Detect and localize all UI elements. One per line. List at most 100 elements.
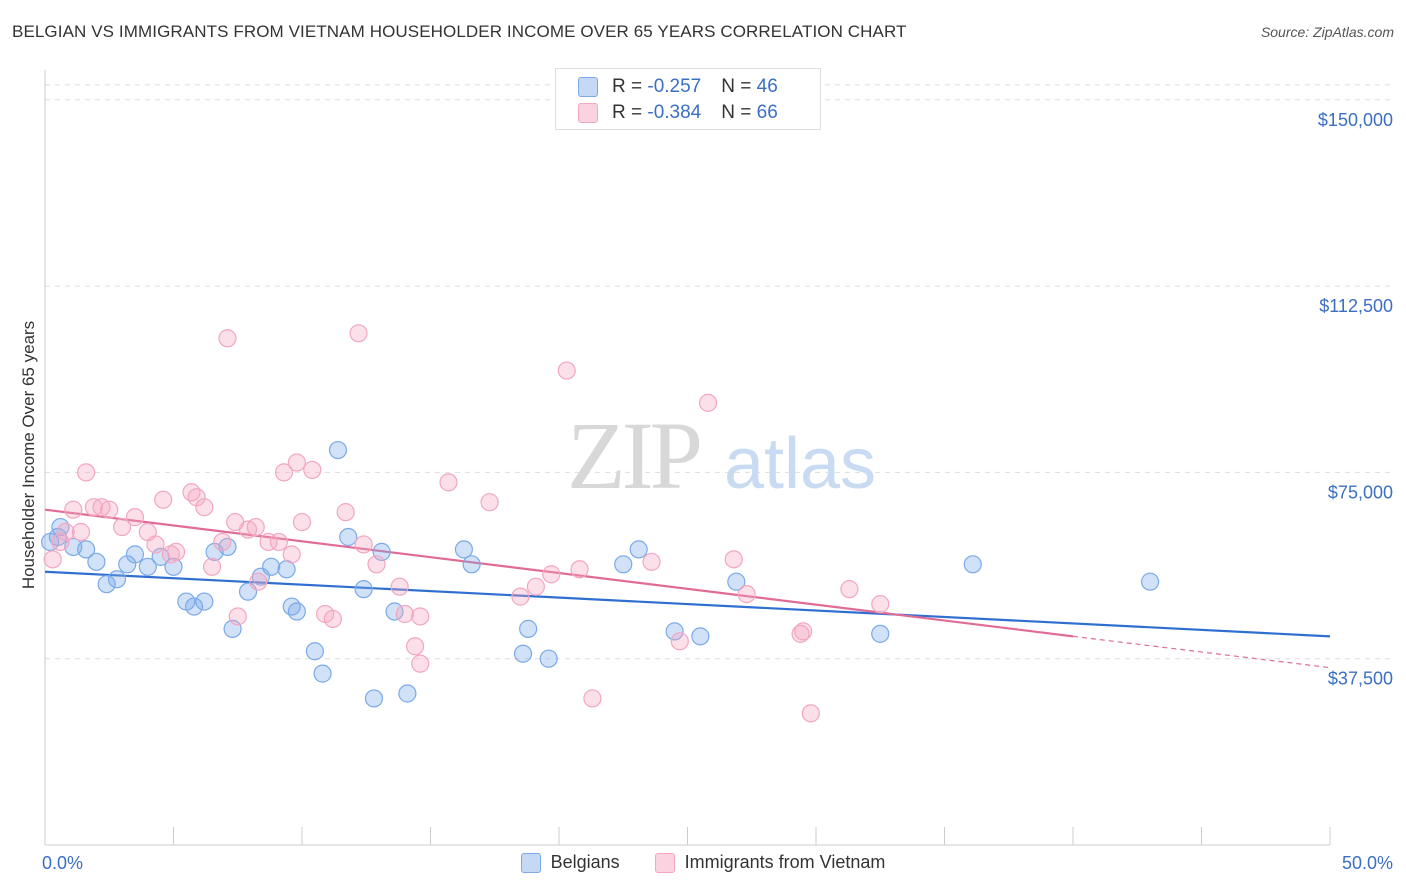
n-value: 46 xyxy=(756,76,778,97)
vietnam-point xyxy=(670,632,689,651)
r-value: -0.257 xyxy=(647,76,702,97)
belgians-point xyxy=(282,597,301,616)
vietnam-point xyxy=(71,522,91,542)
bottom-legend: Belgians Immigrants from Vietnam xyxy=(0,852,1406,878)
belgians-swatch-icon xyxy=(578,77,598,97)
belgians-point xyxy=(77,540,96,559)
vietnam-point xyxy=(411,607,430,626)
belgians-point xyxy=(614,555,633,574)
vietnam-point xyxy=(480,493,499,512)
vietnam-point xyxy=(583,689,602,708)
belgians-point xyxy=(462,555,481,574)
belgians-point xyxy=(97,575,116,594)
vietnam-point xyxy=(323,609,342,629)
vietnam-point xyxy=(195,498,214,517)
vietnam-point xyxy=(84,498,103,517)
belgians-point xyxy=(513,644,533,663)
legend-label-vietnam: Immigrants from Vietnam xyxy=(684,852,886,872)
belgians-point xyxy=(184,597,204,616)
y-tick-label: $150,000 xyxy=(1318,110,1393,130)
vietnam-point xyxy=(395,604,414,624)
vietnam-point xyxy=(292,512,312,532)
watermark-atlas: atlas xyxy=(724,424,876,504)
belgians-point xyxy=(629,540,648,559)
vietnam-point xyxy=(125,508,145,527)
trendline-belgians xyxy=(44,570,1331,638)
belgians-point xyxy=(87,552,106,571)
vietnam-point xyxy=(642,552,661,571)
vietnam-point xyxy=(724,550,743,569)
vietnam-point xyxy=(840,580,859,599)
vietnam-point xyxy=(51,532,70,552)
belgians-point xyxy=(328,440,348,460)
y-tick-label: $112,500 xyxy=(1319,296,1393,316)
belgians-point xyxy=(313,664,332,683)
vietnam-point xyxy=(64,500,83,519)
vietnam-point xyxy=(411,654,430,673)
vietnam-point xyxy=(390,577,409,596)
chart-title: BELGIAN VS IMMIGRANTS FROM VIETNAM HOUSE… xyxy=(12,22,907,41)
belgians-point xyxy=(519,619,538,638)
r-label: R = xyxy=(612,102,648,123)
grid-lines xyxy=(45,84,1395,660)
vietnam-point xyxy=(269,532,288,552)
watermark-zip: ZIP xyxy=(567,402,700,509)
trendline-vietnam xyxy=(44,508,1074,638)
n-value: 66 xyxy=(756,102,778,123)
belgians-point xyxy=(665,622,684,641)
trendlines xyxy=(44,508,1331,669)
source-label: Source: ZipAtlas.com xyxy=(1260,24,1394,40)
tick-labels: $37,500 $75,000 $112,500 $150,000 0.0% 50.0% xyxy=(42,110,1393,873)
stats-legend-box: R = -0.257 N = 46 R = -0.384 N = 66 xyxy=(555,68,821,130)
belgians-point xyxy=(963,555,982,574)
vietnam-point xyxy=(405,637,425,656)
vietnam-point xyxy=(202,557,222,576)
vietnam-legend-icon xyxy=(654,852,675,873)
belgians-point xyxy=(195,592,214,611)
belgians-point xyxy=(454,540,474,559)
data-points xyxy=(41,324,1160,723)
belgians-point xyxy=(107,570,127,589)
vietnam-point xyxy=(218,329,237,348)
vietnam-point xyxy=(228,607,247,626)
y-tick-label: $37,500 xyxy=(1328,669,1393,689)
belgians-legend-icon xyxy=(520,852,541,873)
belgians-point xyxy=(727,572,746,591)
vietnam-point xyxy=(43,550,62,569)
vietnam-point xyxy=(259,532,278,552)
belgians-point xyxy=(691,627,710,646)
vietnam-point xyxy=(737,585,756,604)
vietnam-point xyxy=(100,500,119,519)
vietnam-point xyxy=(154,490,173,509)
belgians-point xyxy=(51,517,70,537)
belgians-point xyxy=(287,602,306,621)
legend-item-vietnam[interactable]: Immigrants from Vietnam xyxy=(654,852,886,873)
vietnam-point xyxy=(791,624,810,643)
y-axis-label: Householder Income Over 65 years xyxy=(19,321,38,589)
belgians-point xyxy=(539,649,558,668)
belgians-point xyxy=(138,557,157,576)
vietnam-point xyxy=(871,594,890,614)
x-tick-label: 0.0% xyxy=(42,853,83,873)
n-label: N = xyxy=(721,76,757,97)
belgians-point xyxy=(364,689,384,708)
x-tick-label: 50.0% xyxy=(1342,853,1393,873)
belgians-point xyxy=(305,642,324,661)
vietnam-point xyxy=(213,532,232,552)
vietnam-point xyxy=(56,522,75,542)
vietnam-point xyxy=(542,565,561,584)
vietnam-point xyxy=(166,542,186,561)
vietnam-point xyxy=(698,393,718,412)
vietnam-point xyxy=(146,535,165,554)
r-value: -0.384 xyxy=(647,102,702,123)
vietnam-point xyxy=(557,361,576,380)
vietnam-point xyxy=(336,503,355,522)
belgians-point xyxy=(339,527,358,547)
vietnam-point xyxy=(526,577,545,596)
y-tick-label: $75,000 xyxy=(1328,482,1393,502)
axes xyxy=(44,70,1331,846)
vietnam-point xyxy=(349,324,368,343)
watermark: ZIP atlas xyxy=(567,402,876,509)
legend-item-belgians[interactable]: Belgians xyxy=(520,852,620,873)
